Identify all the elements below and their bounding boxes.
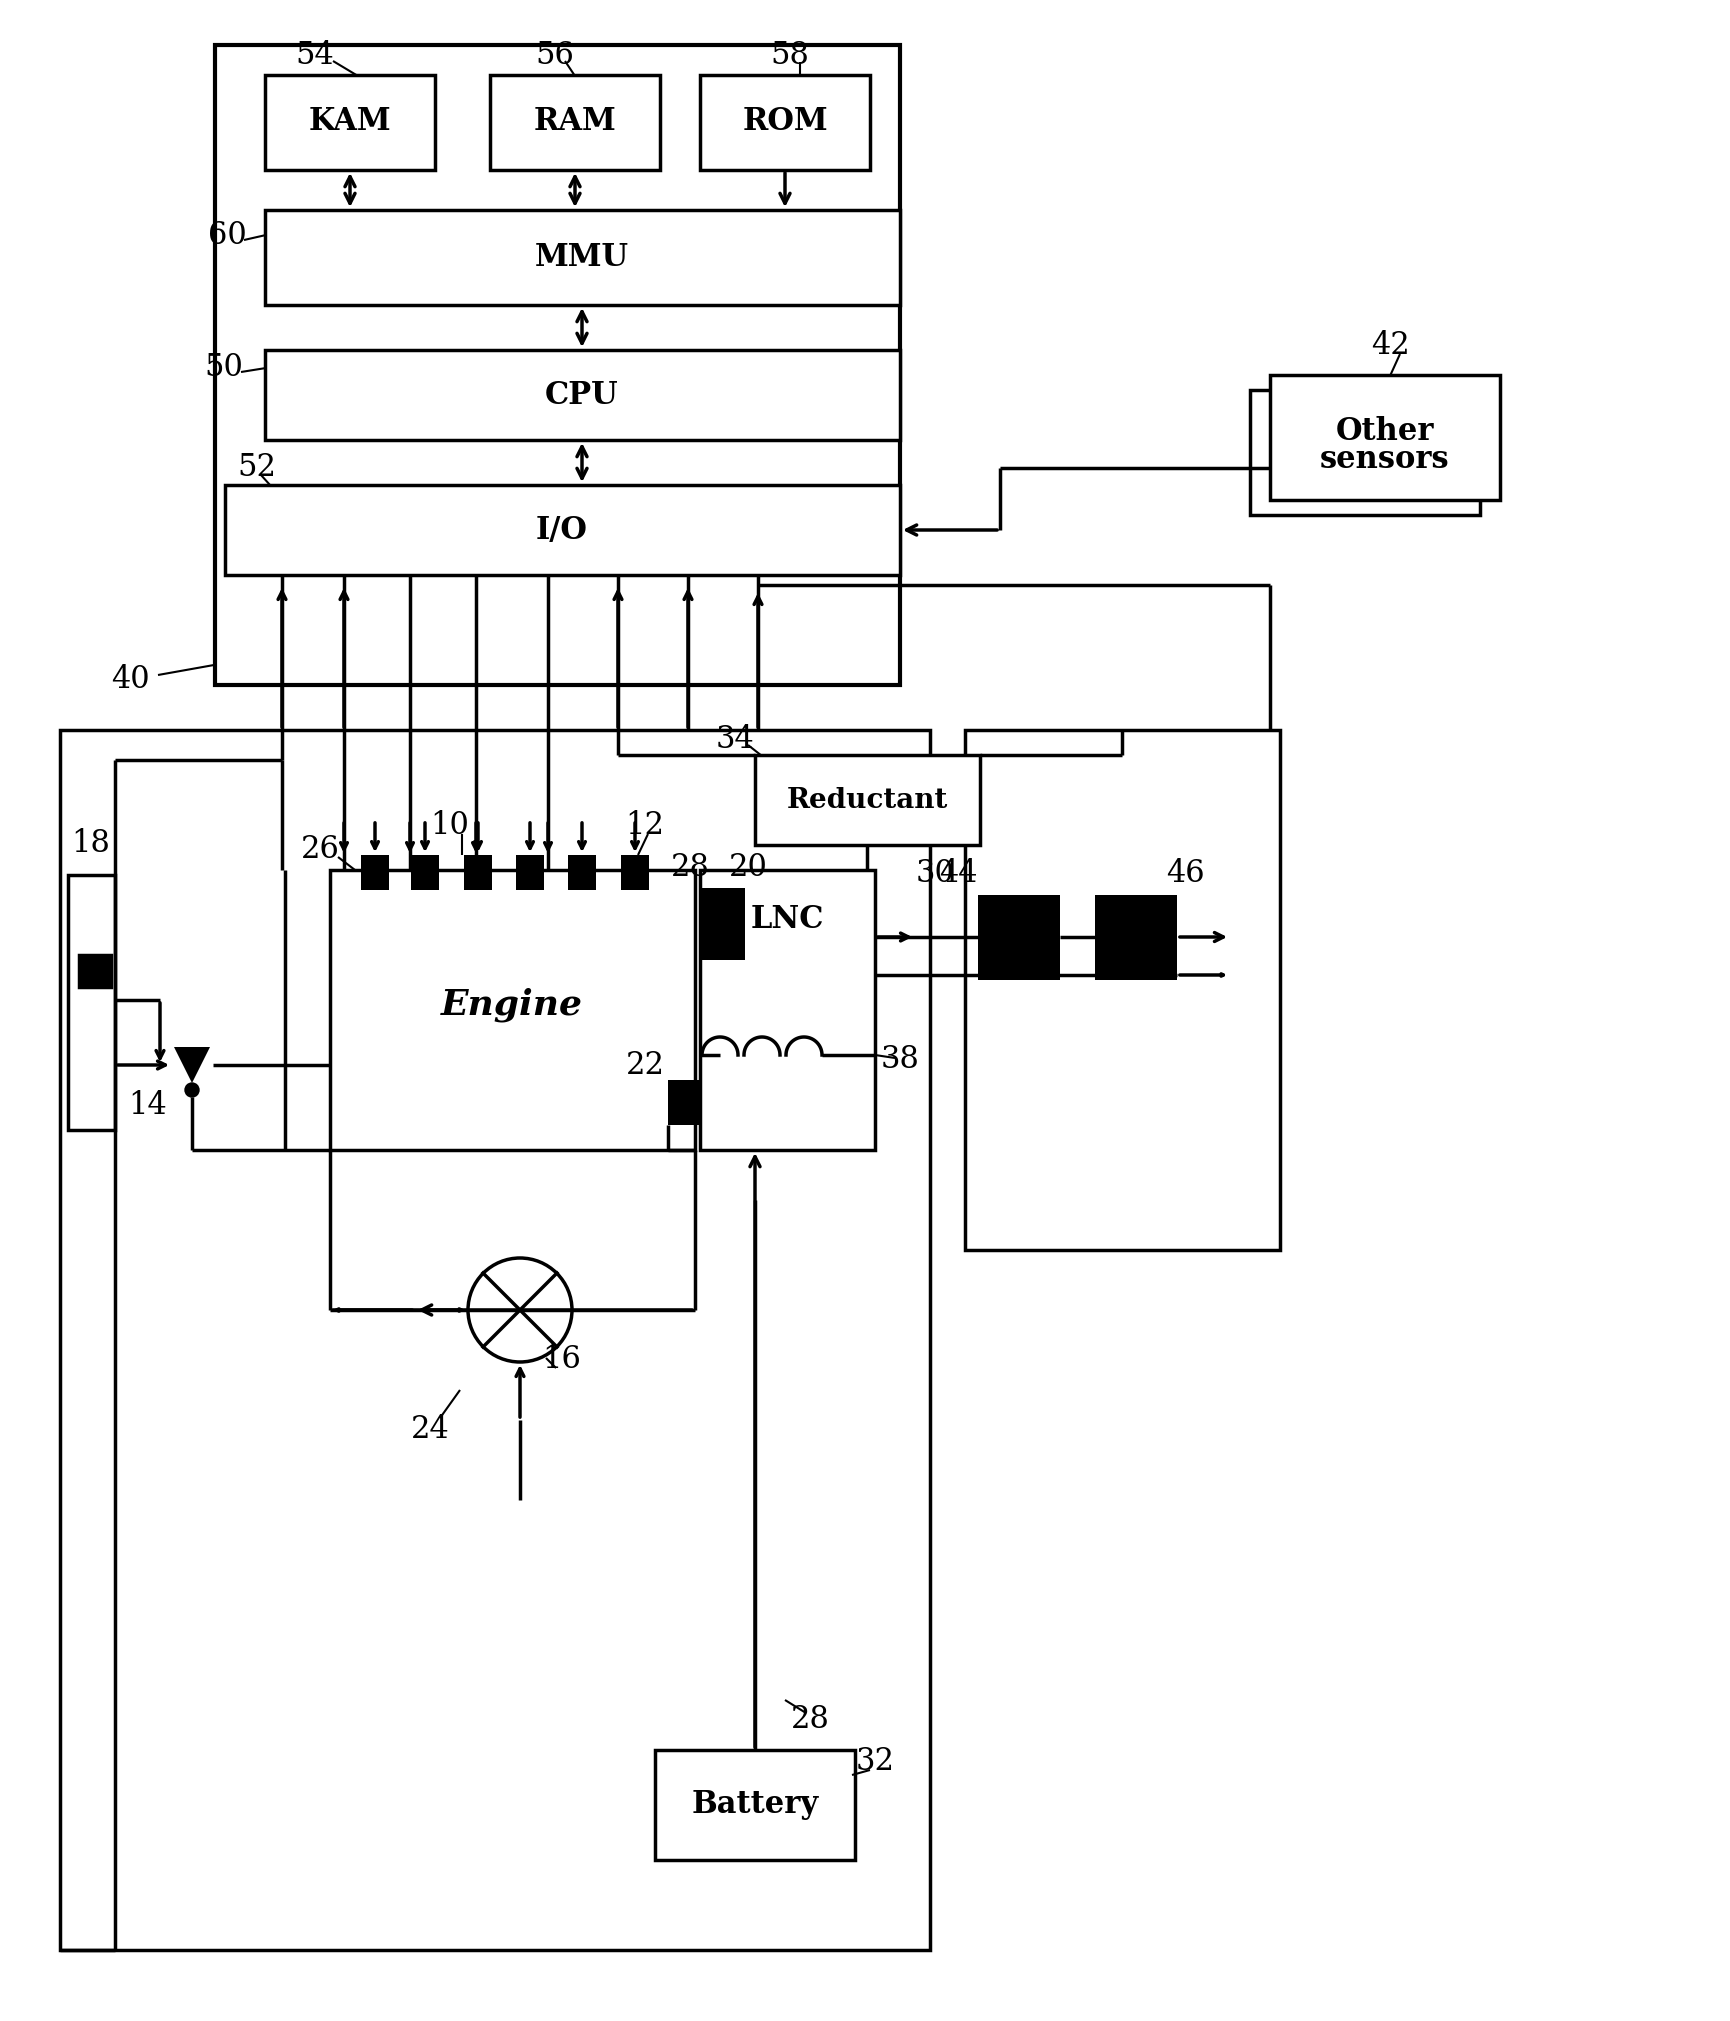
Circle shape xyxy=(185,1083,199,1097)
Text: 24: 24 xyxy=(410,1415,450,1445)
Bar xyxy=(701,887,746,960)
Text: KAM: KAM xyxy=(308,107,391,137)
Bar xyxy=(362,855,389,889)
Text: 16: 16 xyxy=(543,1344,581,1376)
Text: 26: 26 xyxy=(301,835,339,865)
Bar xyxy=(1270,376,1500,499)
Text: 40: 40 xyxy=(111,665,149,695)
Text: 34: 34 xyxy=(716,724,754,756)
Bar xyxy=(754,756,979,845)
Bar xyxy=(965,730,1280,1251)
Bar xyxy=(225,485,900,576)
Text: RAM: RAM xyxy=(533,107,616,137)
Bar xyxy=(621,855,649,889)
Text: 56: 56 xyxy=(536,40,574,71)
Bar xyxy=(61,730,931,1950)
Text: MMU: MMU xyxy=(535,240,630,273)
Bar xyxy=(412,855,439,889)
Bar xyxy=(1095,895,1176,980)
Bar xyxy=(215,44,900,685)
Bar xyxy=(265,350,900,441)
Bar xyxy=(668,1079,701,1126)
Text: 18: 18 xyxy=(71,827,111,859)
Text: 60: 60 xyxy=(208,220,246,251)
Text: Reductant: Reductant xyxy=(787,786,948,814)
Text: 14: 14 xyxy=(128,1089,168,1120)
Text: CPU: CPU xyxy=(545,380,619,410)
Bar xyxy=(701,75,870,170)
Text: 30: 30 xyxy=(915,857,955,889)
Text: 38: 38 xyxy=(881,1045,919,1075)
Text: 32: 32 xyxy=(856,1746,894,1778)
Bar xyxy=(701,869,875,1150)
Bar xyxy=(67,875,114,1130)
Text: Battery: Battery xyxy=(692,1789,818,1821)
Bar xyxy=(330,869,695,1150)
Text: 44: 44 xyxy=(939,857,977,889)
Bar xyxy=(265,75,434,170)
Text: Engine: Engine xyxy=(441,988,583,1023)
Bar xyxy=(567,855,597,889)
Text: Other: Other xyxy=(1336,416,1434,447)
Text: 50: 50 xyxy=(204,352,244,382)
Text: 46: 46 xyxy=(1166,857,1204,889)
Text: sensors: sensors xyxy=(1320,445,1450,475)
Text: 10: 10 xyxy=(431,810,469,841)
Bar xyxy=(464,855,491,889)
Bar xyxy=(1251,390,1479,515)
Text: 20: 20 xyxy=(728,853,768,883)
Bar xyxy=(516,855,543,889)
Polygon shape xyxy=(175,1047,209,1083)
Text: 52: 52 xyxy=(237,453,277,483)
Text: 58: 58 xyxy=(770,40,810,71)
Bar xyxy=(656,1750,855,1859)
Text: 22: 22 xyxy=(626,1049,664,1081)
Bar xyxy=(977,895,1060,980)
Bar xyxy=(265,210,900,305)
Text: 12: 12 xyxy=(626,810,664,841)
Text: 28: 28 xyxy=(671,853,709,883)
Text: ROM: ROM xyxy=(742,107,829,137)
Text: 42: 42 xyxy=(1370,329,1410,360)
Bar xyxy=(80,956,111,986)
Bar xyxy=(490,75,661,170)
Text: 28: 28 xyxy=(791,1704,829,1736)
Circle shape xyxy=(187,1083,197,1095)
Text: LNC: LNC xyxy=(751,905,823,936)
Text: I/O: I/O xyxy=(536,515,588,546)
Text: 54: 54 xyxy=(296,40,334,71)
